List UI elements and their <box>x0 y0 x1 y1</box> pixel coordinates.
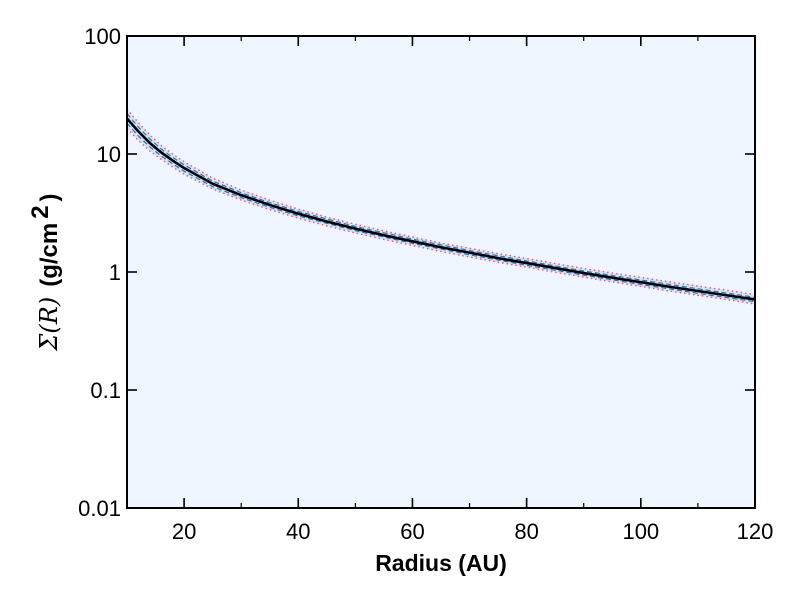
x-tick-label: 100 <box>622 519 659 544</box>
x-axis-ticks: 20 40 60 80 100 120 <box>126 36 774 544</box>
series-line-uncertainty-inner-lower <box>127 122 755 303</box>
y-axis-ticks: 0.01 0.1 1 10 100 <box>78 24 755 521</box>
y-axis-label-unit: (g/cm <box>36 223 63 287</box>
x-tick-label: 20 <box>172 519 196 544</box>
y-axis-label-exponent: 2 <box>27 205 54 218</box>
plot-background <box>127 36 755 508</box>
x-tick-label: 60 <box>400 519 424 544</box>
y-axis-label-symbol: Σ(R) <box>35 297 63 352</box>
y-tick-label: 1 <box>109 260 121 285</box>
series-line-uncertainty-lower <box>127 127 755 305</box>
x-axis-label: Radius (AU) <box>375 550 507 576</box>
series-line-uncertainty-inner-upper <box>127 113 755 298</box>
x-tick-label: 40 <box>286 519 310 544</box>
y-tick-label: 0.1 <box>90 378 121 403</box>
x-tick-label: 80 <box>514 519 538 544</box>
y-axis-label: Σ(R) (g/cm 2 ) <box>27 193 63 351</box>
y-tick-label: 100 <box>84 24 121 49</box>
y-tick-label: 10 <box>97 142 121 167</box>
series-line-best-fit <box>127 117 755 301</box>
series-layer <box>127 108 755 305</box>
y-tick-label: 0.01 <box>78 496 121 521</box>
y-axis-label-close: ) <box>36 193 63 201</box>
x-tick-label: 120 <box>737 519 774 544</box>
